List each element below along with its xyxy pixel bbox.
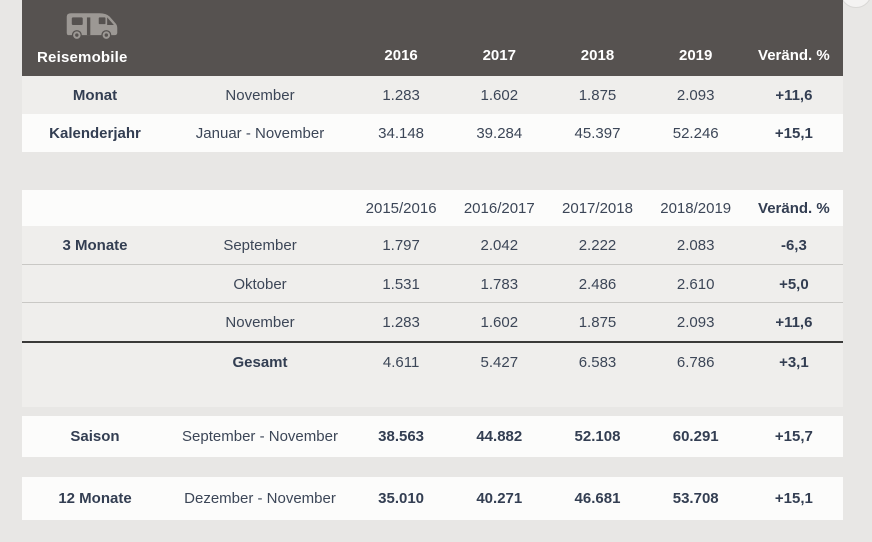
table-row-september: 3 Monate September 1.797 2.042 2.222 2.0…: [22, 226, 843, 265]
row-label: 12 Monate: [58, 490, 132, 507]
cell-value: 1.783: [480, 275, 519, 293]
total-separator: [22, 341, 843, 343]
cell-value: 2.083: [676, 237, 715, 254]
cell-change: +15,1: [774, 124, 813, 142]
table-row-kalenderjahr: Kalenderjahr Januar - November 34.148 39…: [22, 114, 843, 152]
cell-value: 52.108: [574, 428, 621, 445]
cell-value: 1.875: [578, 86, 617, 104]
cell-value: 6.583: [578, 353, 617, 371]
cell-value: 35.010: [378, 490, 425, 507]
column-header-2017-2018: 2017/2018: [562, 199, 633, 217]
row-period: November: [225, 313, 295, 331]
cell-value: 52.246: [672, 124, 719, 142]
table-row-saison: Saison September - November 38.563 44.88…: [22, 416, 843, 457]
cell-value: 2.093: [676, 313, 715, 331]
floating-button-partial[interactable]: [840, 0, 872, 8]
cell-value: 6.786: [676, 353, 715, 371]
statistics-table: Reisemobile 2016 2017 2018 2019 Veränd. …: [22, 0, 843, 542]
cell-value: 46.681: [574, 490, 621, 507]
cell-change: +3,1: [779, 353, 809, 371]
row-label: 3 Monate: [62, 237, 128, 254]
column-header-2019: 2019: [679, 47, 713, 64]
column-header-2016-2017: 2016/2017: [463, 199, 535, 217]
row-period: September - November: [182, 428, 338, 445]
table-row-monat: Monat November 1.283 1.602 1.875 2.093 +…: [22, 76, 843, 114]
cell-value: 40.271: [476, 490, 523, 507]
cell-value: 2.042: [480, 237, 519, 254]
cell-value: 1.283: [382, 86, 420, 104]
cell-value: 60.291: [672, 428, 719, 445]
row-separator: [22, 264, 843, 265]
cell-value: 38.563: [378, 428, 425, 445]
row-bg: [22, 190, 843, 226]
cell-change: -6,3: [780, 237, 807, 254]
row-period: Gesamt: [232, 353, 288, 371]
row-label: Monat: [72, 86, 118, 104]
table-row-november: November 1.283 1.602 1.875 2.093 +11,6: [22, 303, 843, 341]
row-label: Kalenderjahr: [49, 124, 141, 142]
cell-value: 1.283: [382, 313, 420, 331]
cell-change: +5,0: [779, 275, 809, 293]
column-header-change: Veränd. %: [758, 47, 830, 64]
column-header-2015-2016: 2015/2016: [365, 199, 437, 217]
column-header-2018: 2018: [580, 47, 615, 64]
cell-change: +15,7: [774, 428, 813, 445]
row-period: Januar - November: [195, 124, 325, 142]
column-header-2017: 2017: [482, 47, 516, 64]
motorhome-icon: [66, 13, 118, 41]
cell-value: 44.882: [476, 428, 523, 445]
row-period: November: [225, 86, 295, 104]
cell-value: 53.708: [672, 490, 719, 507]
cell-value: 1.531: [382, 275, 420, 293]
table-row-gesamt: Gesamt 4.611 5.427 6.583 6.786 +3,1: [22, 343, 843, 381]
cell-value: 2.486: [578, 275, 617, 293]
row-bg: [22, 477, 843, 520]
row-bg: [22, 76, 843, 114]
table2-header: 2015/2016 2016/2017 2017/2018 2018/2019 …: [22, 190, 843, 226]
cell-value: 2.610: [676, 275, 715, 293]
row-separator: [22, 302, 843, 303]
cell-value: 4.611: [382, 353, 420, 371]
cell-value: 2.222: [578, 237, 617, 254]
table-title: Reisemobile: [37, 49, 128, 66]
cell-value: 2.093: [676, 86, 715, 104]
cell-change: +11,6: [775, 86, 813, 104]
cell-value: 1.602: [480, 313, 519, 331]
cell-change: +11,6: [775, 313, 813, 331]
cell-change: +15,1: [774, 490, 813, 507]
row-period: September: [223, 237, 297, 254]
row-period: Oktober: [233, 275, 287, 293]
cell-value: 1.602: [480, 86, 519, 104]
cell-value: 39.284: [476, 124, 523, 142]
table-row-oktober: Oktober 1.531 1.783 2.486 2.610 +5,0: [22, 265, 843, 303]
table-brand: Reisemobile: [22, 0, 352, 76]
column-header-2016: 2016: [384, 47, 418, 64]
cell-value: 45.397: [574, 124, 621, 142]
cell-value: 34.148: [378, 124, 425, 142]
cell-value: 1.875: [578, 313, 617, 331]
table-header: Reisemobile 2016 2017 2018 2019 Veränd. …: [22, 0, 843, 76]
table-row-12-monate: 12 Monate Dezember - November 35.010 40.…: [22, 477, 843, 520]
table2-background: [22, 226, 843, 407]
column-header-2018-2019: 2018/2019: [660, 199, 732, 217]
cell-value: 5.427: [480, 353, 519, 371]
column-header-change: Veränd. %: [758, 199, 830, 217]
row-bg: [22, 114, 843, 152]
row-bg: [22, 416, 843, 457]
cell-value: 1.797: [382, 237, 420, 254]
row-label: Saison: [70, 428, 120, 445]
row-period: Dezember - November: [184, 490, 336, 507]
